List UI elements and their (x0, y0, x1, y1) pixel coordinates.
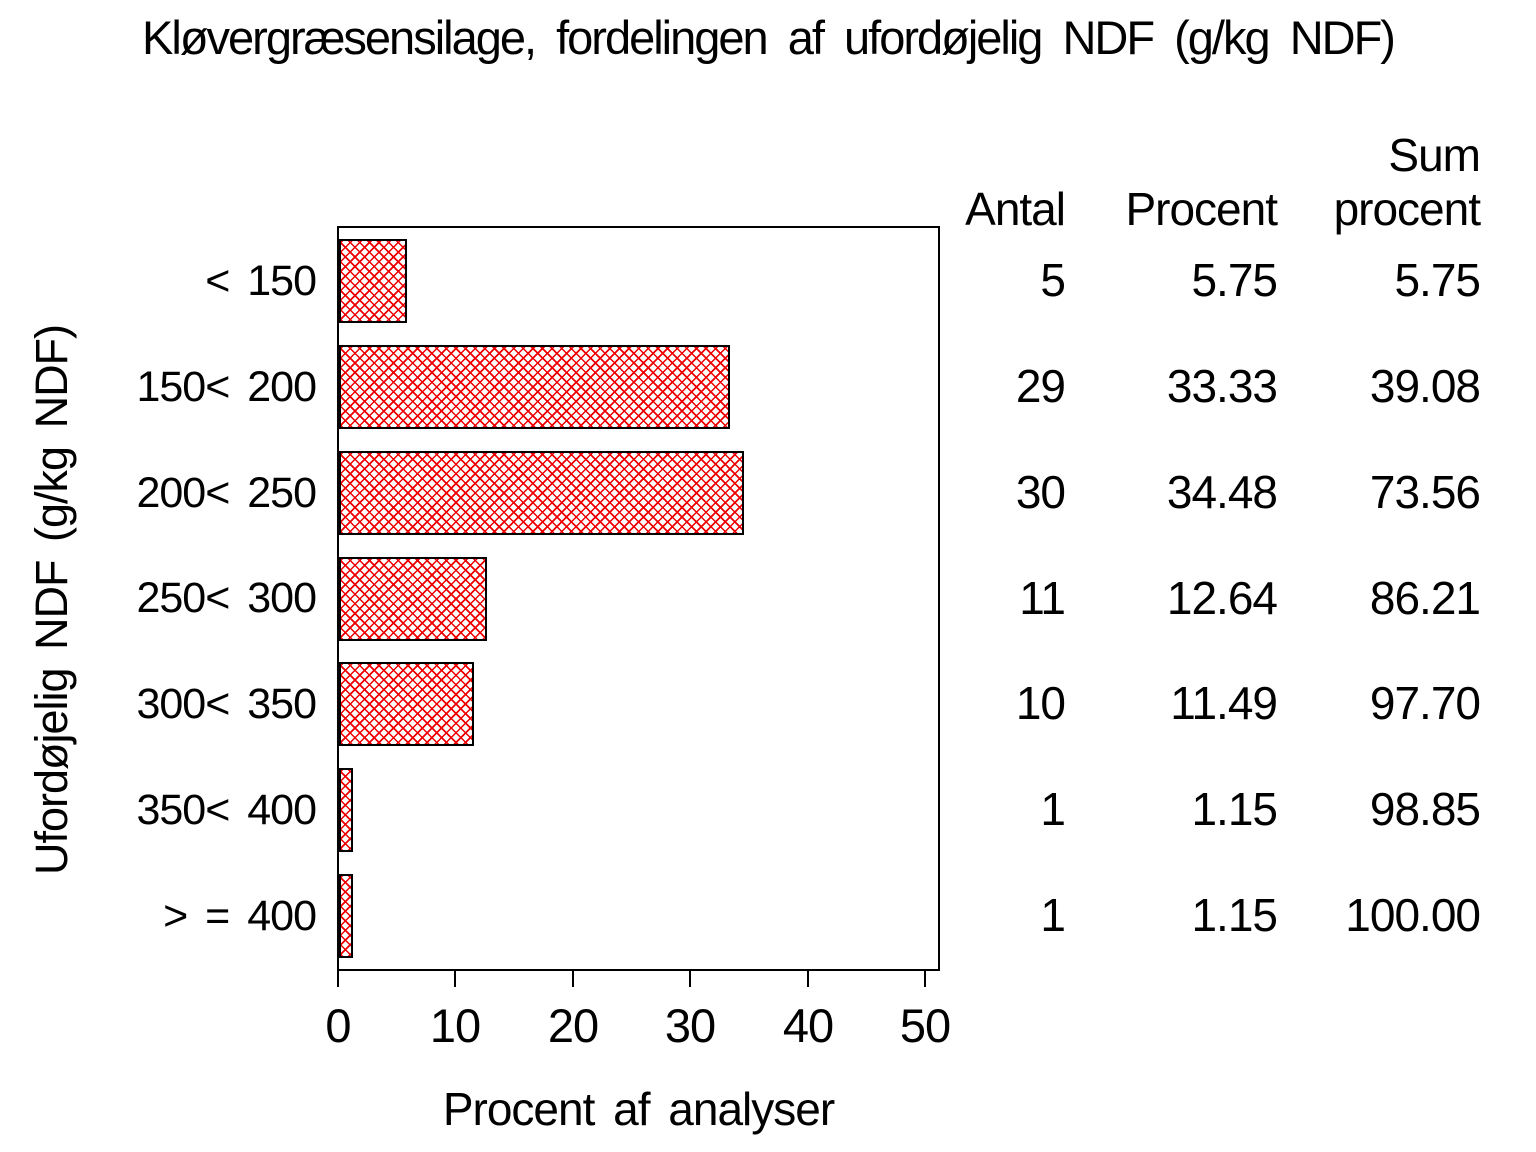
procent-value: 12.64 (1166, 571, 1278, 624)
procent-value: 1.15 (1191, 783, 1278, 836)
category-label: 250< 300 (136, 574, 317, 622)
procent-value: 5.75 (1191, 254, 1278, 306)
x-tick-label: 10 (429, 999, 481, 1052)
bar-200-250 (339, 451, 744, 535)
category-label: < 150 (205, 257, 317, 305)
x-tick-mark (689, 971, 691, 987)
antal-value: 30 (1015, 465, 1066, 518)
x-tick-mark (572, 971, 574, 987)
sum-procent-value: 5.75 (1394, 254, 1481, 306)
category-label: 300< 350 (136, 680, 317, 728)
table-column-procent: 5.75 33.33 34.48 12.64 11.49 1.15 1.15 (1067, 228, 1278, 969)
table-header-sum-line1: Sum (1388, 129, 1481, 181)
x-tick-label: 20 (547, 999, 599, 1052)
antal-value: 10 (1015, 677, 1066, 730)
sum-procent-value: 97.70 (1369, 677, 1481, 730)
x-tick-mark (924, 971, 926, 987)
procent-value: 34.48 (1166, 465, 1278, 518)
x-tick-label: 30 (664, 999, 716, 1052)
procent-value: 1.15 (1191, 889, 1278, 942)
bar-350-400 (339, 768, 353, 852)
procent-value: 11.49 (1170, 677, 1278, 730)
procent-value: 33.33 (1166, 359, 1278, 412)
sum-procent-value: 100.00 (1345, 889, 1481, 942)
table-column-sum-procent: 5.75 39.08 73.56 86.21 97.70 98.85 100.0… (1270, 228, 1481, 969)
table-header-sum-procent: Sum procent (1270, 128, 1481, 236)
sum-procent-value: 73.56 (1369, 465, 1481, 518)
x-tick-mark (337, 971, 339, 987)
x-tick-label: 50 (899, 999, 951, 1052)
bar-gte-400 (339, 874, 353, 958)
plot-area (337, 226, 940, 971)
table-column-antal: 5 29 30 11 10 1 1 (855, 228, 1066, 969)
x-tick-label: 0 (325, 999, 351, 1052)
sum-procent-value: 98.85 (1369, 783, 1481, 836)
sum-procent-value: 39.08 (1369, 359, 1481, 412)
x-tick-label: 40 (782, 999, 834, 1052)
x-axis-title: Procent af analyser (442, 1083, 835, 1135)
antal-value: 11 (1019, 571, 1066, 624)
antal-value: 5 (1040, 254, 1066, 306)
bar-scale-area (339, 228, 926, 969)
bar-300-350 (339, 662, 474, 746)
antal-value: 29 (1015, 359, 1066, 412)
chart-title: Kløvergræsensilage, fordelingen af uford… (142, 11, 1396, 64)
bar-250-300 (339, 557, 488, 641)
bar-lt-150 (339, 239, 407, 323)
table-header-sum-line2: procent (1333, 183, 1481, 235)
antal-value: 1 (1040, 783, 1066, 836)
category-label: 350< 400 (136, 786, 317, 834)
table-header-procent: Procent (1125, 183, 1278, 235)
category-label: > = 400 (163, 892, 317, 940)
x-tick-mark (807, 971, 809, 987)
bar-150-200 (339, 345, 731, 429)
x-tick-mark (454, 971, 456, 987)
table-header-antal: Antal (965, 183, 1066, 235)
antal-value: 1 (1040, 889, 1066, 942)
sum-procent-value: 86.21 (1369, 571, 1481, 624)
category-label: 200< 250 (136, 469, 317, 517)
category-label: 150< 200 (136, 363, 317, 411)
